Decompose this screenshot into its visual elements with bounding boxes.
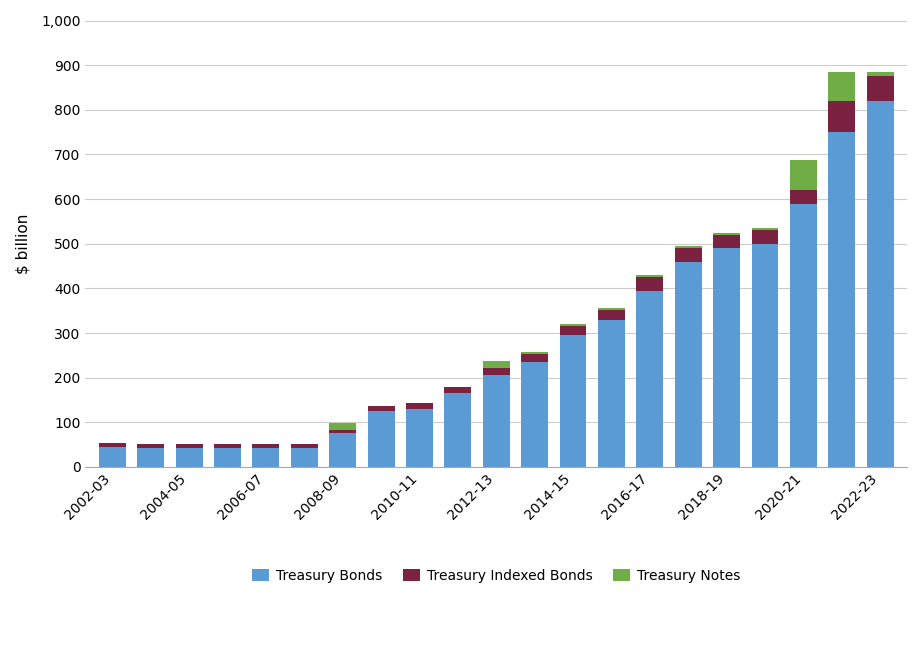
- Bar: [406, 403, 433, 409]
- Bar: [521, 352, 548, 354]
- Bar: [329, 430, 356, 433]
- Bar: [176, 444, 203, 448]
- Bar: [290, 448, 318, 467]
- Bar: [828, 101, 856, 132]
- Bar: [867, 76, 893, 101]
- Bar: [290, 444, 318, 448]
- Bar: [560, 324, 586, 326]
- Bar: [636, 277, 663, 291]
- Bar: [368, 411, 395, 467]
- Bar: [675, 262, 702, 467]
- Bar: [483, 368, 510, 375]
- Bar: [713, 235, 740, 248]
- Bar: [253, 444, 279, 448]
- Bar: [790, 160, 817, 190]
- Bar: [483, 375, 510, 467]
- Y-axis label: $ billion: $ billion: [15, 213, 30, 274]
- Bar: [521, 354, 548, 362]
- Bar: [598, 307, 625, 310]
- Bar: [176, 448, 203, 467]
- Bar: [675, 248, 702, 262]
- Bar: [867, 101, 893, 467]
- Bar: [751, 228, 778, 230]
- Bar: [521, 362, 548, 467]
- Bar: [253, 448, 279, 467]
- Bar: [675, 246, 702, 248]
- Bar: [444, 386, 471, 393]
- Bar: [713, 233, 740, 235]
- Bar: [560, 336, 586, 467]
- Bar: [406, 409, 433, 467]
- Bar: [790, 203, 817, 467]
- Bar: [867, 72, 893, 76]
- Bar: [214, 448, 241, 467]
- Bar: [598, 310, 625, 319]
- Bar: [790, 190, 817, 203]
- Bar: [214, 444, 241, 448]
- Bar: [99, 444, 125, 448]
- Bar: [444, 393, 471, 467]
- Bar: [751, 244, 778, 467]
- Bar: [137, 444, 164, 448]
- Bar: [713, 248, 740, 467]
- Bar: [329, 423, 356, 430]
- Bar: [828, 132, 856, 467]
- Bar: [751, 230, 778, 244]
- Bar: [636, 291, 663, 467]
- Bar: [137, 448, 164, 467]
- Legend: Treasury Bonds, Treasury Indexed Bonds, Treasury Notes: Treasury Bonds, Treasury Indexed Bonds, …: [247, 563, 746, 588]
- Bar: [483, 361, 510, 368]
- Bar: [560, 326, 586, 336]
- Bar: [329, 433, 356, 467]
- Bar: [636, 275, 663, 277]
- Bar: [99, 448, 125, 467]
- Bar: [598, 319, 625, 467]
- Bar: [368, 406, 395, 411]
- Bar: [828, 72, 856, 101]
